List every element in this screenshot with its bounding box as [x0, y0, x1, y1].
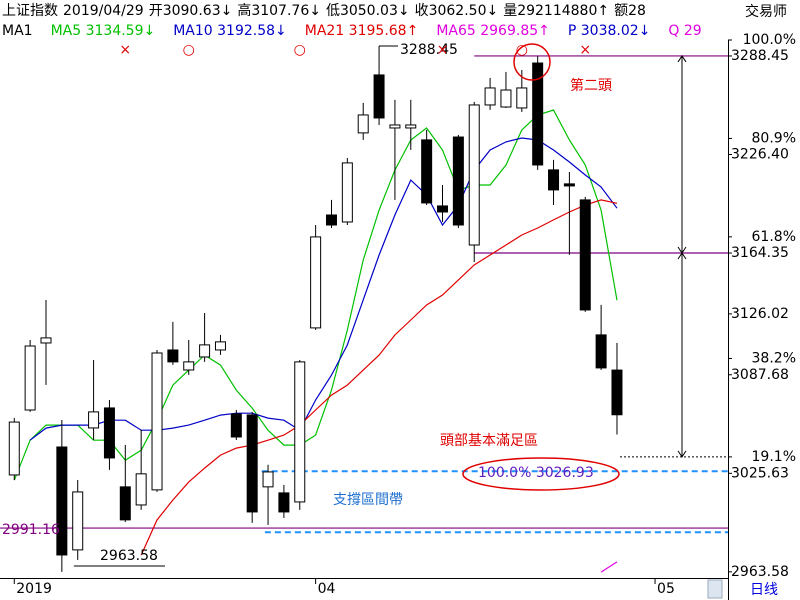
candle-body: [278, 492, 290, 513]
plot-area: [0, 55, 728, 573]
y2-tick-label: 80.9%: [752, 130, 796, 146]
candle-body: [119, 486, 131, 521]
candle-body: [611, 369, 623, 416]
level-label: 100.0% 3026.93: [478, 465, 594, 481]
legend-entry: P 3038.02↓: [568, 23, 651, 39]
candle-body: [214, 341, 226, 351]
annotation: 支撐區間帶: [333, 492, 403, 508]
legend-entry: MA65 2969.85↑: [436, 23, 550, 39]
arrow-head: [677, 252, 687, 260]
candle-body: [167, 349, 179, 363]
signal: ○: [183, 42, 195, 58]
candle-body: [88, 411, 100, 429]
candle-body: [452, 136, 464, 226]
candle-body: [468, 104, 480, 246]
legend-entry: MA21 3195.68↑: [305, 23, 419, 39]
low-label: 2963.58: [100, 548, 158, 564]
legend-entry: MA10 3192.58↓: [173, 23, 287, 39]
info-item: 额28: [614, 3, 646, 19]
ma-line: [29, 137, 618, 441]
x-tick-label: 05: [657, 581, 675, 597]
signal: ○: [294, 42, 306, 58]
candle-body: [484, 87, 496, 106]
candle-body: [500, 89, 512, 108]
y2-tick-label: 19.1%: [752, 449, 796, 465]
candle-body: [516, 87, 528, 109]
signal: ×: [119, 42, 131, 58]
candle-body: [563, 183, 575, 187]
candle-body: [437, 205, 449, 213]
ma-line: [600, 561, 618, 573]
legend-entry: MA5 3134.59↓: [51, 23, 156, 39]
x-tick-label: 04: [318, 581, 336, 597]
scroll-button[interactable]: [707, 579, 723, 599]
candle-body: [325, 214, 337, 226]
candle-body: [294, 361, 306, 503]
candle-body: [24, 345, 36, 411]
info-item: 高3107.76↓: [237, 2, 321, 19]
candle-body: [8, 421, 20, 476]
candle-body: [405, 124, 417, 129]
candle-body: [373, 74, 385, 119]
y-tick-label: 3087.68: [731, 367, 789, 383]
info-item: 开3090.63↓: [149, 3, 233, 19]
candle-body: [56, 446, 68, 556]
candle-body: [40, 337, 52, 344]
info-item: 上证指数: [2, 3, 58, 19]
y2-tick-label: 38.2%: [752, 350, 796, 366]
level-label: 2991.16: [2, 522, 60, 538]
brand: 交易师: [745, 3, 787, 20]
signal: ×: [579, 42, 591, 58]
ma-line: [140, 199, 618, 556]
candle-body: [151, 352, 163, 491]
info-item: 低3050.03↓: [326, 3, 410, 19]
y2-tick-label: 100.0%: [743, 32, 796, 48]
annotation: 頭部基本滿足區: [440, 432, 538, 449]
y-tick-label: 3164.35: [731, 245, 789, 261]
candle-body: [548, 169, 560, 191]
y-tick-label: 3025.63: [731, 465, 789, 481]
arrow-head: [677, 55, 687, 63]
candle-body: [341, 162, 353, 223]
header-info: 上证指数 2019/04/29 开3090.63↓ 高3107.76↓ 低3050.03…: [2, 2, 646, 19]
y2-tick-label: 61.8%: [752, 229, 796, 245]
candle-body: [262, 471, 274, 488]
head-circle: [513, 43, 551, 81]
candle-body: [230, 413, 242, 438]
candle-body: [199, 344, 211, 358]
y-tick-label: 3126.02: [731, 306, 789, 322]
x-tick-label: 2019: [16, 581, 52, 597]
candle-body: [595, 334, 607, 369]
candle-body: [246, 414, 258, 513]
candle-body: [72, 491, 84, 551]
legend-entry: Q 29: [668, 23, 701, 39]
info-item: 2019/04/29: [63, 3, 144, 19]
signal: ×: [437, 42, 449, 58]
candle-body: [389, 124, 401, 129]
high-label: 3288.45: [400, 42, 458, 58]
level-ellipse: [462, 457, 620, 491]
y-tick-label: 3288.45: [731, 48, 789, 64]
y-tick-label: 2963.58: [731, 564, 789, 580]
annotation: 第二頭: [570, 77, 612, 94]
candle-body: [310, 236, 322, 329]
signal: ○: [516, 42, 528, 58]
ma-legend: MA1 MA5 3134.59↓ MA10 3192.58↓ MA21 3195.68…: [2, 23, 702, 39]
candle-body: [183, 361, 195, 371]
info-item: 收3062.50↓: [415, 3, 499, 19]
y-tick-label: 3226.40: [731, 146, 789, 162]
candle-body: [579, 199, 591, 311]
arrow-head: [677, 450, 687, 458]
candle-body: [103, 407, 115, 459]
candle-body: [135, 473, 147, 506]
legend-label: MA1: [2, 23, 33, 39]
candle-body: [421, 139, 433, 204]
brand-box: [731, 0, 800, 21]
candle-body: [357, 114, 369, 134]
candle-body: [532, 62, 544, 166]
period-tab[interactable]: 日线: [750, 582, 778, 598]
info-item: 量292114880↑: [503, 3, 609, 19]
